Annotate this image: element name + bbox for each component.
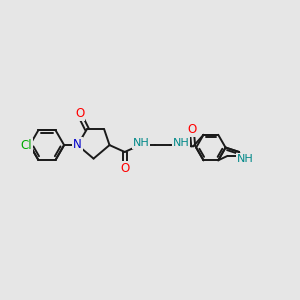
Text: NH: NH xyxy=(237,154,254,164)
Text: NH: NH xyxy=(172,138,189,148)
Text: NH: NH xyxy=(133,138,149,148)
Text: O: O xyxy=(120,162,129,175)
Text: Cl: Cl xyxy=(20,139,32,152)
Text: O: O xyxy=(187,123,196,136)
Text: O: O xyxy=(75,107,84,120)
Text: N: N xyxy=(73,138,82,151)
